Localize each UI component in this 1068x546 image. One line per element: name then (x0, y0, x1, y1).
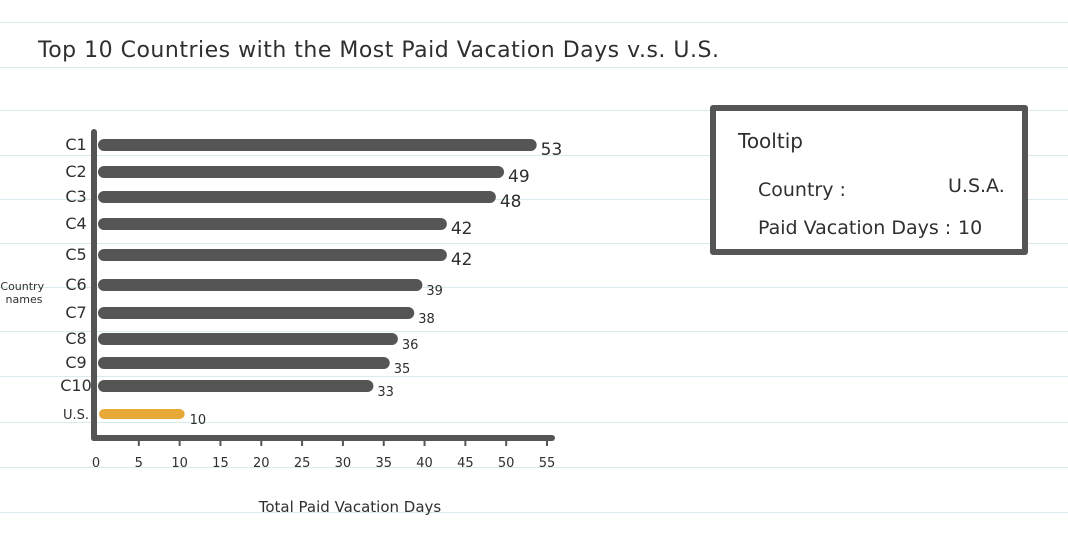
tooltip-country-label: Country : (758, 179, 846, 201)
x-tick-label: 10 (171, 456, 188, 471)
ruled-line (0, 199, 1068, 200)
data-label: 42 (451, 219, 473, 239)
x-tick-label: 5 (135, 456, 143, 471)
axes (91, 129, 555, 446)
category-label: C5 (65, 245, 86, 264)
x-axis-label: Total Paid Vacation Days (258, 498, 442, 516)
tooltip-country-value: U.S.A. (948, 175, 1005, 197)
x-tick-label: 15 (212, 456, 229, 471)
category-label: C8 (65, 329, 86, 348)
ruled-line (0, 243, 1068, 244)
x-tick-label: 55 (539, 456, 556, 471)
tooltip-panel: Tooltip Country : U.S.A. Paid Vacation D… (710, 105, 1028, 255)
data-label: 33 (377, 385, 394, 400)
category-label: C7 (65, 303, 86, 322)
ruled-line (0, 467, 1068, 468)
x-tick-label: 45 (457, 456, 474, 471)
x-tick-label: 20 (253, 456, 270, 471)
category-label: C3 (65, 187, 86, 206)
data-label: 35 (394, 362, 411, 377)
data-label: 39 (426, 284, 443, 299)
ruled-line (0, 22, 1068, 23)
ruled-line (0, 422, 1068, 423)
data-label: 36 (402, 338, 419, 353)
data-label: 53 (541, 140, 563, 160)
ruled-line (0, 67, 1068, 68)
y-axis-label: Country names (0, 280, 47, 306)
tooltip-days-label: Paid Vacation Days : (758, 217, 952, 239)
ruled-line (0, 376, 1068, 377)
x-tick-label: 30 (335, 456, 352, 471)
category-label: C4 (65, 214, 86, 233)
x-tick-label: 40 (416, 456, 433, 471)
category-label: C2 (65, 162, 86, 181)
data-label: 38 (418, 312, 435, 327)
x-tick-label: 35 (375, 456, 392, 471)
x-tick-label: 50 (498, 456, 515, 471)
ruled-line (0, 512, 1068, 513)
ruled-line (0, 110, 1068, 111)
tooltip-days-value: 10 (958, 217, 983, 239)
category-label: U.S. (63, 408, 89, 423)
data-label: 48 (500, 192, 522, 212)
x-tick-label: 0 (92, 456, 100, 471)
category-label: C10 (60, 376, 92, 395)
category-label: C9 (65, 353, 86, 372)
tooltip-title: Tooltip (738, 129, 803, 153)
category-label: C6 (65, 275, 86, 294)
label-group: 0 5 10 15 20 25 30 35 40 45 50 55 C1 53 C2 49 C3 48 C4 42 C5… (60, 135, 562, 471)
data-label: 42 (451, 250, 473, 270)
ruled-line (0, 155, 1068, 156)
data-label: 49 (508, 167, 530, 187)
chart-title: Top 10 Countries with the Most Paid Vaca… (38, 38, 720, 63)
ruled-line (0, 331, 1068, 332)
bar-group (98, 139, 537, 419)
data-label: 10 (190, 413, 207, 428)
category-label: C1 (65, 135, 86, 154)
x-tick-label: 25 (294, 456, 311, 471)
ruled-line (0, 287, 1068, 288)
